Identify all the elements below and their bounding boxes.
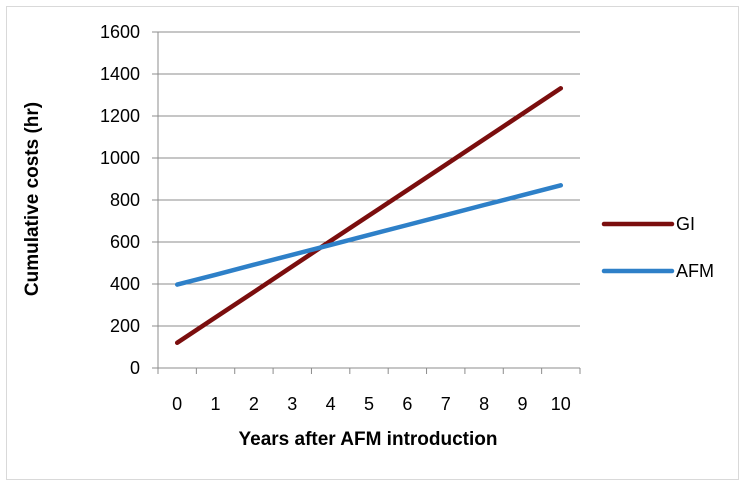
gridlines bbox=[158, 31, 580, 327]
x-tick-label: 1 bbox=[211, 394, 221, 414]
series-lines bbox=[174, 86, 564, 346]
x-tick-label: 4 bbox=[326, 394, 336, 414]
chart-frame bbox=[6, 6, 739, 480]
y-axis-title: Cumulative costs (hr) bbox=[22, 102, 43, 296]
series-line-gi bbox=[174, 86, 564, 346]
y-tick-label: 1600 bbox=[100, 22, 140, 42]
legend-label-afm: AFM bbox=[676, 261, 714, 281]
y-tick-label: 800 bbox=[110, 190, 140, 210]
y-tick-label: 0 bbox=[130, 358, 140, 378]
x-tick-label: 3 bbox=[287, 394, 297, 414]
x-tick-labels: 0 1 2 3 4 5 6 7 8 9 10 bbox=[172, 394, 571, 414]
y-tick-label: 1400 bbox=[100, 64, 140, 84]
x-axis-title: Years after AFM introduction bbox=[239, 429, 498, 450]
legend: GI AFM bbox=[601, 214, 714, 281]
y-tick-label: 600 bbox=[110, 232, 140, 252]
y-tick-label: 400 bbox=[110, 274, 140, 294]
x-tick-label: 9 bbox=[517, 394, 527, 414]
x-tick-label: 0 bbox=[172, 394, 182, 414]
x-tick-label: 5 bbox=[364, 394, 374, 414]
axes bbox=[152, 31, 581, 374]
x-tick-label: 6 bbox=[402, 394, 412, 414]
legend-label-gi: GI bbox=[676, 214, 695, 234]
x-tick-label: 7 bbox=[441, 394, 451, 414]
x-tick-label: 8 bbox=[479, 394, 489, 414]
x-tick-label: 2 bbox=[249, 394, 259, 414]
x-tick-label: 10 bbox=[551, 394, 571, 414]
y-tick-labels: 0 200 400 600 800 1000 1200 1400 1600 bbox=[100, 22, 140, 378]
y-tick-label: 200 bbox=[110, 316, 140, 336]
series-line-afm bbox=[174, 183, 564, 287]
y-tick-label: 1000 bbox=[100, 148, 140, 168]
y-tick-label: 1200 bbox=[100, 106, 140, 126]
